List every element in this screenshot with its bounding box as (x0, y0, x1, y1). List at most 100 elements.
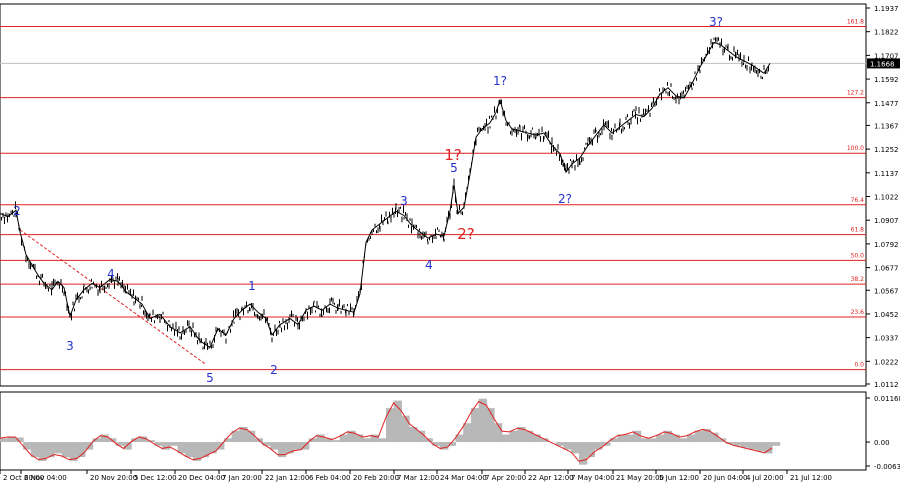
fib-level-label: 76.4 (851, 197, 865, 204)
osc-bar (640, 438, 649, 443)
osc-bar (694, 430, 704, 443)
osc-bar (331, 440, 341, 443)
osc-bar (687, 434, 696, 443)
price-tick-label: 1.1937 (874, 5, 899, 13)
fib-level-label: 100.0 (847, 145, 864, 152)
osc-bar (393, 400, 402, 443)
wave-label: 2 (270, 363, 278, 377)
price-tick-label: 1.0337 (874, 335, 899, 343)
oscillator-pane-frame (0, 391, 867, 471)
osc-bar (162, 442, 171, 450)
osc-bar (386, 408, 395, 443)
osc-bar (555, 442, 565, 446)
osc-bar (579, 442, 588, 465)
osc-bar (609, 438, 619, 443)
time-tick-label: 20 Jun 04:00 (703, 474, 747, 482)
osc-bar (447, 442, 456, 446)
osc-bar (193, 442, 202, 461)
wave-label: 1? (493, 74, 507, 88)
wave-label: 5 (206, 371, 214, 385)
osc-bar (324, 438, 333, 443)
price-tick-label: 1.1477 (874, 100, 899, 108)
osc-bar (223, 438, 233, 443)
osc-bar (617, 434, 626, 443)
osc-bar (772, 442, 781, 446)
time-tick-label: 24 Mar 04:00 (440, 474, 487, 482)
time-tick-label: 2 Oct 20:00 (3, 474, 44, 482)
osc-bar (486, 408, 495, 443)
osc-bar (440, 442, 449, 450)
osc-bar (702, 428, 711, 443)
osc-bar (262, 442, 271, 446)
fib-level-label: 61.8 (851, 227, 865, 234)
fib-level-label: 23.6 (851, 309, 865, 316)
price-tick-label: 1.1822 (874, 29, 899, 37)
osc-bar (7, 436, 16, 443)
trend-line (19, 229, 206, 365)
wave-label: 4 (107, 267, 115, 281)
time-tick-label: 4 Jul 20:00 (746, 474, 784, 482)
wave-label: 3 (400, 194, 408, 208)
osc-bar (30, 442, 40, 458)
osc-bar (748, 442, 758, 450)
osc-bar (61, 442, 70, 458)
osc-bar (92, 438, 101, 443)
osc-bar (131, 438, 140, 443)
osc-bar (46, 442, 55, 458)
fib-level-label: 127.2 (847, 90, 864, 97)
osc-bar (277, 442, 287, 458)
price-tick-label: 1.0452 (874, 311, 899, 319)
main-pane-frame (0, 3, 867, 387)
price-tick-label: 1.1137 (874, 170, 899, 178)
osc-tick-label: 0.00 (874, 439, 890, 447)
osc-bar (416, 430, 426, 443)
osc-bar (725, 442, 734, 444)
osc-histogram (0, 398, 781, 465)
osc-bar (270, 442, 279, 450)
osc-bar (756, 442, 765, 452)
osc-bar (633, 430, 642, 443)
time-tick-label: 5 Jun 12:00 (659, 474, 699, 482)
osc-bar (524, 430, 534, 443)
osc-bar (123, 442, 132, 450)
price-tick-label: 1.0567 (874, 287, 899, 295)
osc-bar (316, 434, 325, 443)
osc-bar (540, 438, 549, 443)
current-price-label: 1.1668 (870, 60, 895, 68)
osc-bar (208, 442, 217, 454)
osc-bar (370, 434, 379, 443)
osc-bar (169, 442, 179, 446)
osc-bar (177, 442, 186, 454)
osc-bar (432, 442, 441, 446)
price-tick-label: 1.0112 (874, 381, 899, 389)
price-tick-label: 1.1367 (874, 122, 899, 130)
osc-bar (625, 434, 634, 443)
osc-bar (100, 434, 109, 443)
osc-bar (571, 442, 580, 454)
osc-bar (501, 434, 511, 443)
osc-bar (679, 438, 688, 443)
price-tick-label: 1.0222 (874, 358, 899, 366)
time-tick-label: 20 Nov 20:00 (90, 474, 137, 482)
osc-bar (293, 442, 302, 450)
osc-bar (586, 442, 595, 458)
osc-bar (285, 442, 294, 454)
price-tick-label: 1.1707 (874, 52, 899, 60)
wave-label: 2? (457, 225, 475, 243)
osc-bar (710, 432, 719, 443)
osc-bar (200, 442, 209, 458)
osc-bar (648, 438, 657, 443)
osc-bar (509, 430, 518, 443)
osc-bar (409, 426, 418, 443)
osc-bar (308, 438, 318, 443)
time-tick-label: 7 Apr 20:00 (485, 474, 526, 482)
osc-bar (733, 442, 742, 446)
price-bars (0, 37, 769, 350)
osc-bar (671, 434, 680, 443)
wave-label: 2? (558, 192, 572, 206)
wave-label: 5 (450, 161, 458, 175)
osc-bar (239, 426, 248, 443)
osc-bar (478, 398, 487, 443)
osc-bar (563, 442, 572, 450)
